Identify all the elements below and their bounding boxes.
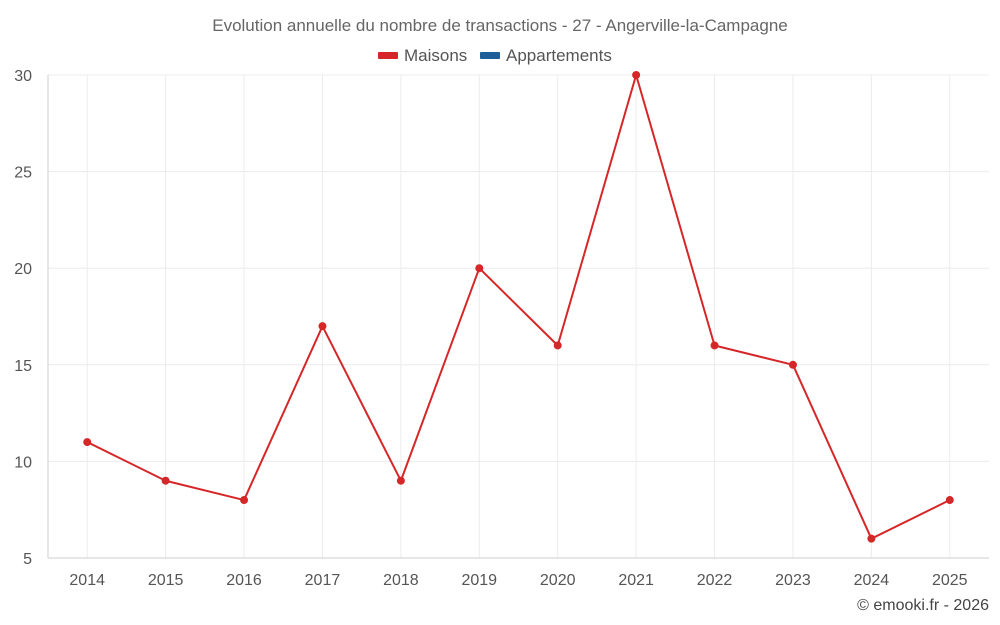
x-tick-label-2020: 2020 <box>540 572 576 589</box>
legend: Maisons Appartements <box>378 46 612 65</box>
x-tick-label-2024: 2024 <box>854 572 890 589</box>
x-tick-label-2019: 2019 <box>461 572 497 589</box>
legend-swatch-maisons <box>378 52 398 59</box>
y-tick-label-30: 30 <box>14 68 32 85</box>
series-line-maisons <box>86 74 951 540</box>
y-tick-label-20: 20 <box>14 261 32 278</box>
data-point-2024[interactable] <box>867 534 876 543</box>
data-point-2021[interactable] <box>632 71 641 79</box>
x-tick-label-2025: 2025 <box>932 572 968 589</box>
chart-title: Evolution annuelle du nombre de transact… <box>212 16 788 35</box>
data-point-2014[interactable] <box>83 438 92 447</box>
data-point-2016[interactable] <box>240 496 249 505</box>
data-point-2023[interactable] <box>788 360 797 369</box>
credit-text: © emooki.fr - 2026 <box>857 597 989 614</box>
y-tick-label-5: 5 <box>23 551 32 568</box>
y-tick-label-15: 15 <box>14 358 32 375</box>
y-tick-label-25: 25 <box>14 165 32 182</box>
x-tick-label-2018: 2018 <box>383 572 419 589</box>
legend-label-maisons: Maisons <box>404 46 467 65</box>
y-tick-label-10: 10 <box>14 454 32 471</box>
data-point-2018[interactable] <box>396 476 405 485</box>
x-tick-label-2023: 2023 <box>775 572 811 589</box>
data-point-2020[interactable] <box>553 341 562 350</box>
legend-label-appartements: Appartements <box>506 46 612 65</box>
data-point-2019[interactable] <box>475 264 484 273</box>
x-tick-label-2017: 2017 <box>305 572 341 589</box>
x-tick-label-2021: 2021 <box>618 572 654 589</box>
legend-swatch-appartements <box>480 52 500 59</box>
x-tick-label-2014: 2014 <box>69 572 105 589</box>
data-point-2022[interactable] <box>710 341 719 350</box>
data-point-2025[interactable] <box>945 496 954 505</box>
data-point-2015[interactable] <box>161 476 170 485</box>
data-point-2017[interactable] <box>318 322 327 331</box>
x-tick-label-2022: 2022 <box>697 572 733 589</box>
x-tick-label-2016: 2016 <box>226 572 262 589</box>
x-tick-label-2015: 2015 <box>148 572 184 589</box>
series-layer <box>83 71 954 543</box>
